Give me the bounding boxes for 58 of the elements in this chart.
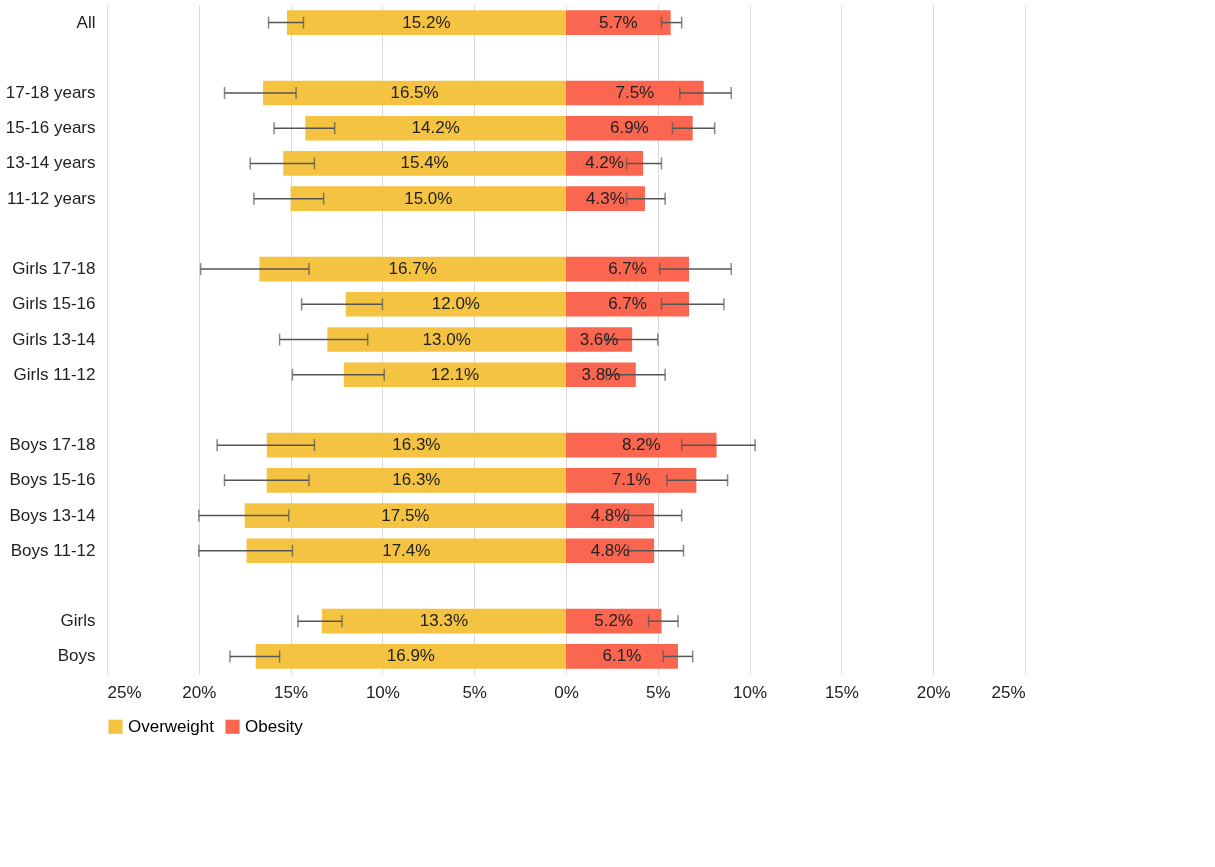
x-tick-label: 5%	[646, 682, 671, 702]
data-label: 16.5%	[390, 83, 439, 103]
data-label: 16.9%	[386, 646, 435, 666]
y-tick-label: 15-16 years	[5, 118, 96, 138]
data-label: 12.0%	[431, 294, 480, 314]
data-label: 14.2%	[411, 118, 460, 138]
x-tick-label: 0%	[554, 682, 579, 702]
data-label: 15.2%	[402, 12, 451, 32]
data-label: 6.7%	[608, 294, 647, 314]
y-tick-label: All	[76, 12, 96, 32]
data-label: 6.9%	[609, 118, 649, 138]
x-tick-label: 20%	[182, 682, 217, 702]
data-label: 17.4%	[382, 540, 431, 560]
data-label: 16.7%	[388, 259, 437, 279]
x-tick-label: 20%	[916, 682, 951, 702]
x-tick-label: 25%	[107, 682, 142, 702]
x-tick-label: 5%	[462, 682, 487, 702]
data-label: 3.6%	[579, 329, 619, 349]
data-label: 17.5%	[381, 505, 430, 525]
data-label: 12.1%	[430, 364, 480, 384]
data-label: 13.3%	[419, 611, 469, 631]
x-tick-label: 15%	[274, 682, 309, 702]
y-tick-label: 11-12 years	[6, 188, 96, 208]
x-tick-label: 25%	[991, 682, 1026, 702]
data-label: 8.2%	[621, 435, 661, 455]
y-tick-label: 13-14 years	[5, 153, 96, 173]
y-tick-label: Boys 17-18	[9, 435, 96, 455]
data-label: 6.7%	[608, 259, 647, 279]
y-tick-label: Boys 15-16	[9, 470, 96, 490]
data-label: 15.0%	[404, 188, 453, 208]
x-tick-label: 15%	[824, 682, 859, 702]
y-tick-label: Girls 17-18	[12, 259, 96, 279]
data-label: 16.3%	[392, 435, 441, 455]
x-tick-label: 10%	[733, 682, 768, 702]
data-label: 16.3%	[392, 470, 441, 490]
y-tick-label: Boys 13-14	[9, 505, 96, 525]
data-label: 5.7%	[598, 12, 638, 32]
data-label: 15.4%	[400, 153, 449, 173]
data-label: 3.8%	[581, 364, 621, 384]
x-tick-label: 10%	[365, 682, 400, 702]
y-tick-label: 17-18 years	[5, 83, 96, 103]
y-tick-label: Boys	[57, 646, 96, 666]
data-label: 4.8%	[590, 540, 630, 560]
data-label: 4.2%	[585, 153, 624, 173]
y-tick-label: Girls 13-14	[12, 329, 96, 349]
y-tick-label: Girls 15-16	[12, 294, 96, 314]
legend-label: Overweight	[128, 716, 215, 736]
data-label: 6.1%	[602, 646, 642, 666]
data-label: 13.0%	[422, 329, 471, 349]
data-label: 7.5%	[615, 83, 655, 103]
data-label: 4.3%	[586, 188, 625, 208]
legend-label: Obesity	[245, 716, 304, 736]
data-label: 4.8%	[590, 505, 630, 525]
y-tick-label: Boys 11-12	[10, 540, 96, 560]
data-label: 5.2%	[594, 611, 634, 631]
y-tick-label: Girls	[60, 611, 96, 631]
data-label: 7.1%	[611, 470, 651, 490]
y-tick-label: Girls 11-12	[13, 364, 96, 384]
